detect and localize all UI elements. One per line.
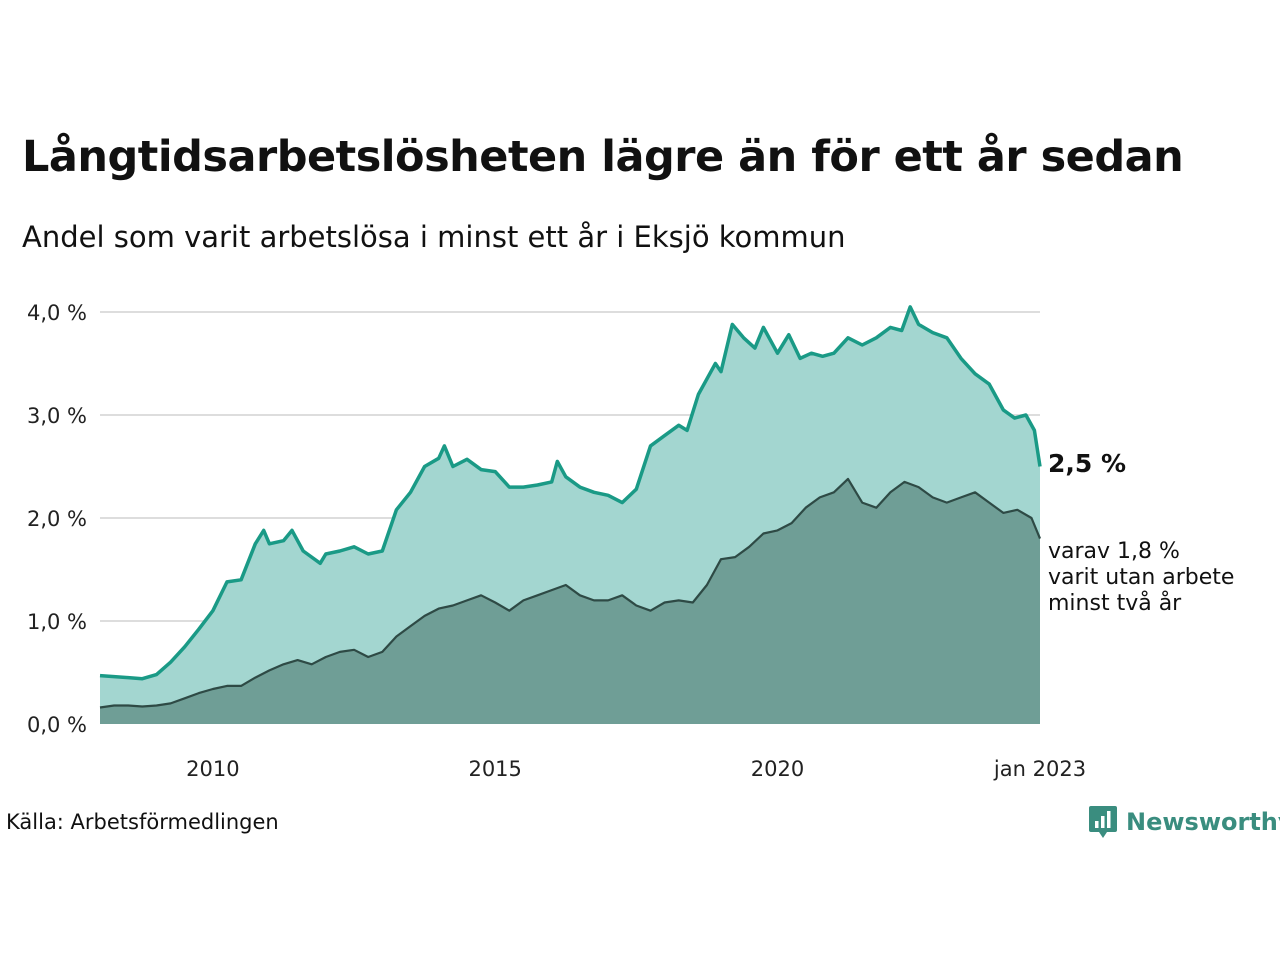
total-end-label: 2,5 % [1048, 449, 1126, 478]
series-areas [99, 305, 1042, 724]
line-total [99, 305, 1042, 681]
long-term-end-label: minst två år [1048, 590, 1182, 616]
source-note: Källa: Arbetsförmedlingen [6, 810, 279, 834]
area-chart: 0,0 % 1,0 % 2,0 % 3,0 % 4,0 % 2010 2015 2020 ja… [27, 301, 1234, 781]
bar-chart-speech-bubble-icon [1089, 806, 1117, 838]
x-tick-label: 2010 [186, 757, 239, 781]
y-axis: 0,0 % 1,0 % 2,0 % 3,0 % 4,0 % [27, 301, 87, 737]
line-long_term [99, 477, 1042, 709]
y-tick-label: 3,0 % [27, 404, 87, 428]
y-tick-label: 4,0 % [27, 301, 87, 325]
long-term-end-label: varav 1,8 % [1048, 539, 1180, 564]
y-tick-label: 2,0 % [27, 507, 87, 531]
long-term-end-label: varit utan arbete [1048, 565, 1234, 590]
x-tick-label: jan 2023 [993, 757, 1086, 781]
brand-name: Newsworthy [1126, 808, 1280, 836]
area-long_term [100, 478, 1040, 724]
y-tick-label: 0,0 % [27, 713, 87, 737]
x-axis: 2010 2015 2020 jan 2023 [186, 757, 1086, 781]
x-tick-label: 2015 [468, 757, 521, 781]
y-tick-label: 1,0 % [27, 610, 87, 634]
brand-logo: Newsworthy [1088, 804, 1280, 840]
chart-title: Långtidsarbetslösheten lägre än för ett … [22, 132, 1184, 182]
x-tick-label: 2020 [751, 757, 804, 781]
chart-subtitle: Andel som varit arbetslösa i minst ett å… [22, 220, 846, 254]
